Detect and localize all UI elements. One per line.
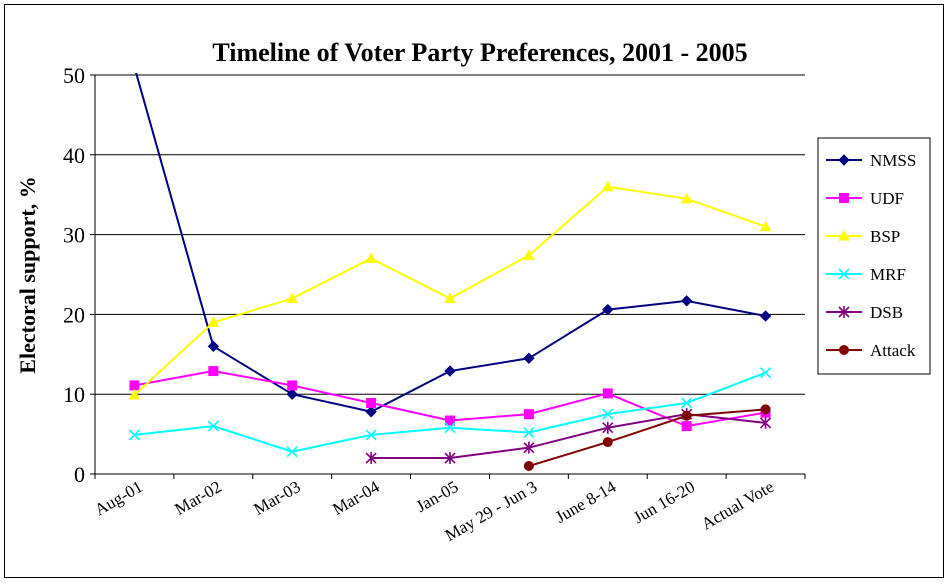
legend-item-dsb: DSB xyxy=(826,303,903,322)
legend-item-bsp: BSP xyxy=(826,227,900,246)
legend-item-udf: UDF xyxy=(826,189,904,208)
legend-label: Attack xyxy=(870,341,916,360)
series-nmss xyxy=(135,73,772,418)
series-mrf xyxy=(128,367,772,458)
series-line xyxy=(528,408,766,467)
legend-marker xyxy=(838,154,850,166)
data-point xyxy=(128,388,141,400)
legend-item-attack: Attack xyxy=(826,341,916,360)
series-dsb xyxy=(365,408,772,465)
data-point xyxy=(602,388,613,399)
legend-box xyxy=(817,137,931,375)
data-point xyxy=(602,408,614,420)
data-point xyxy=(365,429,377,441)
data-point xyxy=(286,292,299,303)
data-point xyxy=(759,416,772,429)
data-point xyxy=(602,437,613,448)
x-tick-label: Aug-01 xyxy=(91,477,145,519)
data-point xyxy=(523,409,534,420)
chart-frame: Timeline of Voter Party Preferences, 200… xyxy=(4,4,944,578)
series-line xyxy=(135,73,766,413)
legend-marker xyxy=(839,345,849,355)
legend-marker xyxy=(838,229,850,241)
data-point xyxy=(208,366,219,377)
y-tick-label: 20 xyxy=(63,302,85,327)
data-point xyxy=(444,365,456,377)
data-point xyxy=(523,352,535,364)
legend-label: MRF xyxy=(870,265,906,284)
x-tick-label: Actual Vote xyxy=(698,477,777,534)
series-line xyxy=(134,371,766,453)
data-point xyxy=(207,420,219,432)
data-point xyxy=(523,461,534,472)
gridlines xyxy=(94,74,805,475)
data-point xyxy=(286,446,298,458)
data-point xyxy=(681,410,692,421)
legend-label: UDF xyxy=(870,189,904,208)
legend-label: BSP xyxy=(870,227,900,246)
data-point xyxy=(680,192,693,204)
data-point xyxy=(602,303,614,316)
data-point xyxy=(445,415,455,426)
series-layer xyxy=(128,73,772,472)
data-point xyxy=(207,340,220,353)
data-point xyxy=(681,421,692,432)
y-axis-label: Electoral support, % xyxy=(15,176,40,373)
data-point xyxy=(207,316,220,327)
y-tick-label: 40 xyxy=(63,143,85,168)
x-tick-label: Mar-03 xyxy=(250,477,303,519)
data-point xyxy=(287,380,298,391)
data-point xyxy=(365,452,377,465)
data-point xyxy=(444,292,456,303)
x-tick-label: June 8-14 xyxy=(552,477,620,527)
data-point xyxy=(444,452,456,465)
series-bsp xyxy=(128,180,772,400)
legend-marker xyxy=(839,193,849,203)
data-point xyxy=(680,295,693,307)
chart-title: Timeline of Voter Party Preferences, 200… xyxy=(212,38,747,67)
x-tick-label: Mar-02 xyxy=(171,477,224,519)
data-point xyxy=(760,404,771,415)
y-tick-label: 10 xyxy=(63,382,85,407)
data-point xyxy=(759,220,772,232)
data-point xyxy=(601,180,614,192)
y-tick-label: 30 xyxy=(63,223,85,248)
data-point xyxy=(365,252,377,264)
data-point xyxy=(523,249,535,260)
legend-label: DSB xyxy=(870,303,903,322)
legend: NMSS UDF BSP MRF DSB Attack xyxy=(817,137,931,375)
x-tick-label: Mar-04 xyxy=(329,477,383,519)
data-point xyxy=(286,388,298,400)
series-udf xyxy=(129,366,771,432)
y-axis-ticks: 0 10 20 30 40 50 xyxy=(63,63,95,487)
legend-label: NMSS xyxy=(870,151,916,170)
y-tick-label: 0 xyxy=(74,462,85,487)
legend-marker xyxy=(838,306,850,318)
data-point xyxy=(128,429,141,441)
data-point xyxy=(681,397,693,409)
data-point xyxy=(759,367,772,379)
data-point xyxy=(365,406,377,418)
data-point xyxy=(523,441,535,454)
legend-item-nmss: NMSS xyxy=(826,151,916,170)
line-chart: Timeline of Voter Party Preferences, 200… xyxy=(15,38,931,545)
series-attack xyxy=(523,404,771,472)
data-point xyxy=(444,422,456,434)
data-point xyxy=(759,310,772,322)
data-point xyxy=(602,421,614,434)
x-tick-label: Jan-05 xyxy=(413,477,462,516)
legend-marker xyxy=(838,268,850,280)
data-point xyxy=(129,380,140,391)
data-point xyxy=(523,426,535,439)
data-point xyxy=(366,397,377,408)
y-tick-label: 50 xyxy=(63,63,85,88)
x-tick-label: Jun 16-20 xyxy=(630,477,698,527)
legend-item-mrf: MRF xyxy=(826,265,906,284)
series-line xyxy=(371,413,766,460)
series-line xyxy=(133,185,766,396)
